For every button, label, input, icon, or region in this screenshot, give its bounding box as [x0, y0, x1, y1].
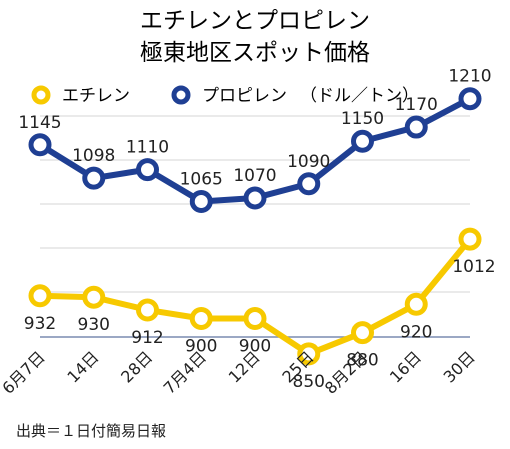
legend-marker-ethylene [31, 85, 51, 105]
ethylene-point [243, 306, 267, 330]
chart-legend: エチレン プロピレン （ドル／トン） [31, 85, 419, 106]
ethylene-data-label: 900 [239, 336, 271, 356]
x-tick-label: 30日 [440, 347, 479, 386]
ethylene-point [136, 298, 159, 322]
propylene-data-label: 1098 [72, 146, 115, 166]
ethylene-data-label: 912 [131, 328, 163, 348]
chart-title-line-2: 極東地区スポット価格 [140, 40, 370, 66]
chart-title: エチレンとプロピレン 極東地区スポット価格 [140, 8, 370, 66]
propylene-point [136, 158, 159, 182]
propylene-data-label: 1150 [341, 109, 384, 129]
propylene-data-label: 1145 [18, 113, 61, 133]
x-tick-label: 16日 [386, 347, 425, 386]
unit-note: （ドル／トン） [300, 86, 419, 106]
plot-area: 932 930 912 900 900 850 880 920 1012 1145 1098 1110… [18, 67, 495, 392]
ethylene-data-label: 930 [78, 315, 110, 335]
propylene-data-label: 1210 [448, 67, 491, 87]
ethylene-point [189, 306, 213, 330]
propylene-point [404, 115, 428, 139]
ethylene-point [458, 227, 482, 251]
ethylene-data-label: 900 [185, 336, 217, 356]
source-note: 出典＝１日付簡易日報 [16, 422, 167, 440]
propylene-data-label: 1065 [180, 170, 223, 190]
propylene-point [351, 129, 374, 153]
legend-marker-propylene [171, 85, 191, 105]
ethylene-data-label: 932 [24, 314, 56, 334]
ethylene-point [28, 284, 52, 308]
ethylene-data-label: 880 [346, 351, 378, 371]
ethylene-data-label: 1012 [452, 257, 495, 277]
propylene-data-label: 1070 [233, 166, 276, 186]
propylene-data-label: 1170 [395, 95, 438, 115]
propylene-point [458, 87, 482, 111]
ethylene-data-label: 850 [293, 372, 325, 392]
ethylene-point [297, 342, 321, 366]
legend-label-ethylene: エチレン [62, 86, 130, 106]
propylene-point [82, 166, 106, 190]
ethylene-data-label: 920 [400, 322, 432, 342]
propylene-point [243, 186, 267, 210]
chart-title-line-1: エチレンとプロピレン [140, 8, 370, 34]
legend-label-propylene: プロピレン [202, 86, 287, 106]
x-tick-label: 28日 [117, 347, 156, 386]
propylene-data-label: 1110 [126, 138, 169, 158]
x-tick-label: 6月7日 [0, 347, 49, 397]
ethylene-point [82, 285, 106, 309]
x-tick-label: 14日 [63, 347, 102, 386]
propylene-data-label: 1090 [287, 152, 330, 172]
propylene-point [28, 133, 52, 157]
ethylene-point [351, 321, 374, 345]
propylene-point [297, 172, 321, 196]
propylene-point [189, 190, 213, 213]
ethylene-point [404, 292, 428, 316]
